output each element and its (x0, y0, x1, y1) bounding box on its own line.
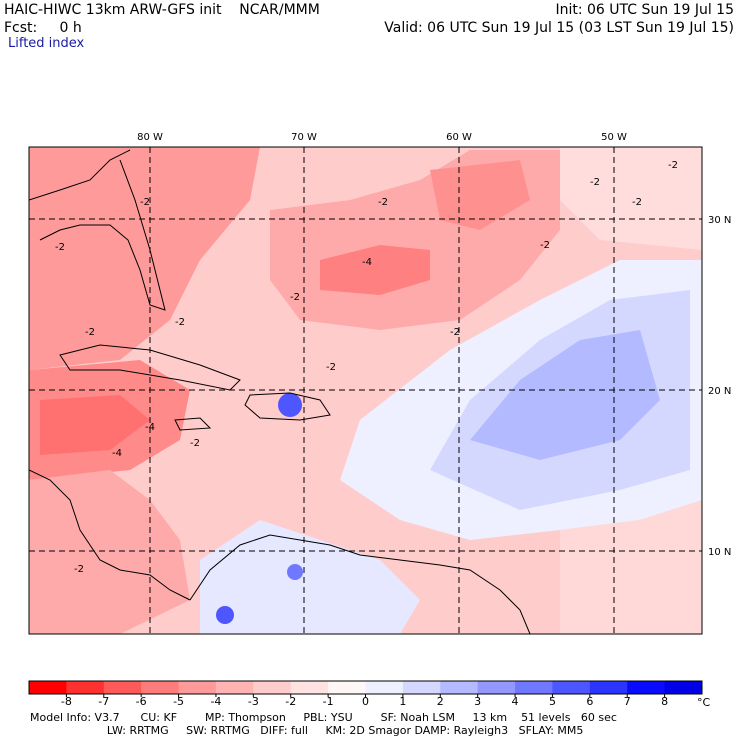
colorbar-swatch (253, 681, 292, 694)
contour-label: -2 (175, 317, 185, 328)
field-zone-stable (470, 330, 660, 460)
contour-label: -2 (632, 197, 642, 208)
colorbar-swatch (178, 681, 217, 694)
colorbar-swatch (664, 681, 703, 694)
lat-label-30n: 30 N (708, 215, 731, 226)
contour-label: -2 (668, 160, 678, 171)
map-frame (28, 146, 703, 635)
colorbar-swatch (515, 681, 553, 694)
colorbar-tick-label: 1 (399, 695, 406, 708)
colorbar-tick-label: -4 (210, 695, 221, 708)
model-info-line1: Model Info: V3.7 CU: KF MP: Thompson PBL… (30, 711, 617, 724)
field-zone-strong-west (40, 395, 150, 455)
colorbar-swatch (477, 681, 516, 694)
init-time: Init: 06 UTC Sun 19 Jul 15 (555, 2, 734, 18)
field-zone-south-america (200, 520, 420, 634)
hispaniola-coast (244, 392, 331, 421)
model-info-line2: LW: RRTMG SW: RRTMG DIFF: full KM: 2D Sm… (30, 724, 584, 737)
coastlines (29, 149, 531, 634)
field-spot-colombia (216, 606, 234, 624)
colorbar-tick-label: 8 (661, 695, 668, 708)
lon-label-80w: 80 W (137, 132, 163, 143)
colorbar-tick-label: -7 (98, 695, 109, 708)
contour-label: -2 (85, 327, 95, 338)
contour-label: -2 (74, 564, 84, 575)
contour-label: -2 (140, 197, 150, 208)
colorbar-swatch (440, 681, 479, 694)
contour-labels: -2 -2 -2 -2 -2 -2 -4 -4 -2 -2 -4 -2 -2 -… (55, 160, 678, 575)
colorbar-tick-label: 5 (549, 695, 556, 708)
graticule (29, 147, 702, 634)
colorbar-tick-label: 2 (437, 695, 444, 708)
field-zone-southeast (560, 500, 702, 634)
field-spot-venezuela (287, 564, 303, 580)
valid-time: Valid: 06 UTC Sun 19 Jul 15 (03 LST Sun … (384, 20, 734, 36)
lon-label-50w: 50 W (601, 132, 627, 143)
lon-label-60w: 60 W (446, 132, 472, 143)
colorbar-tick-label: 7 (624, 695, 631, 708)
contour-label: -2 (190, 438, 200, 449)
contour-label: -2 (540, 240, 550, 251)
forecast-hour: Fcst: 0 h (4, 20, 82, 36)
colorbar-tick-label: -3 (248, 695, 259, 708)
florida-gulf-coast (39, 159, 166, 311)
colorbar-swatch (328, 681, 366, 694)
colorbar-tick-label: 6 (586, 695, 593, 708)
lat-label-20n: 20 N (708, 386, 731, 397)
colorbar-tick-label: -1 (323, 695, 334, 708)
colorbar-swatch (290, 681, 329, 694)
colorbar-tick-label: 0 (362, 695, 369, 708)
colorbar-swatch (365, 681, 404, 694)
colorbar-swatch (589, 681, 628, 694)
colorbar-swatch (627, 681, 666, 694)
lat-label-10n: 10 N (708, 547, 731, 558)
colorbar-tick-label: -5 (173, 695, 184, 708)
contour-label: -2 (55, 242, 65, 253)
contour-label: -2 (450, 327, 460, 338)
field-zone-strong-north (320, 245, 430, 295)
plot-title: HAIC-HIWC 13km ARW-GFS init NCAR/MMM (4, 2, 320, 18)
colorbar-tick-label: -6 (136, 695, 147, 708)
field-name: Lifted index (8, 36, 85, 51)
lon-label-70w: 70 W (291, 132, 317, 143)
colorbar-swatch (402, 681, 441, 694)
us-east-coast (29, 149, 131, 201)
colorbar: -8 -7 -6 -5 -4 -3 -2 -1 0 1 2 3 4 5 6 7 8 (28, 680, 703, 708)
colorbar-swatch (103, 681, 142, 694)
field-zone-strong-northeast (430, 160, 530, 230)
colorbar-tick-label: -2 (285, 695, 296, 708)
colorbar-tick-label: 3 (474, 695, 481, 708)
colorbar-tick-label: -8 (61, 695, 72, 708)
central-america-coast (29, 469, 191, 601)
field-zone-east-north (560, 147, 702, 250)
field-zone-west-north (29, 147, 260, 370)
jamaica-coast (174, 417, 212, 431)
contour-label: -2 (290, 292, 300, 303)
colorbar-swatch (215, 681, 254, 694)
colorbar-swatch (66, 681, 105, 694)
contour-label: -2 (378, 197, 388, 208)
contour-label: -4 (362, 257, 372, 268)
contour-label: -4 (145, 422, 155, 433)
colorbar-swatch (552, 681, 591, 694)
colorbar-swatch (29, 681, 67, 694)
field-spot-hispaniola (278, 393, 302, 417)
colorbar-tick-label: 4 (512, 695, 519, 708)
contour-label: -2 (326, 362, 336, 373)
colorbar-unit: °C (697, 696, 711, 709)
south-america-coast (189, 534, 531, 634)
colorbar-swatch (141, 681, 180, 694)
cuba-coast (59, 344, 241, 391)
contour-label: -2 (590, 177, 600, 188)
contour-label: -4 (112, 448, 122, 459)
